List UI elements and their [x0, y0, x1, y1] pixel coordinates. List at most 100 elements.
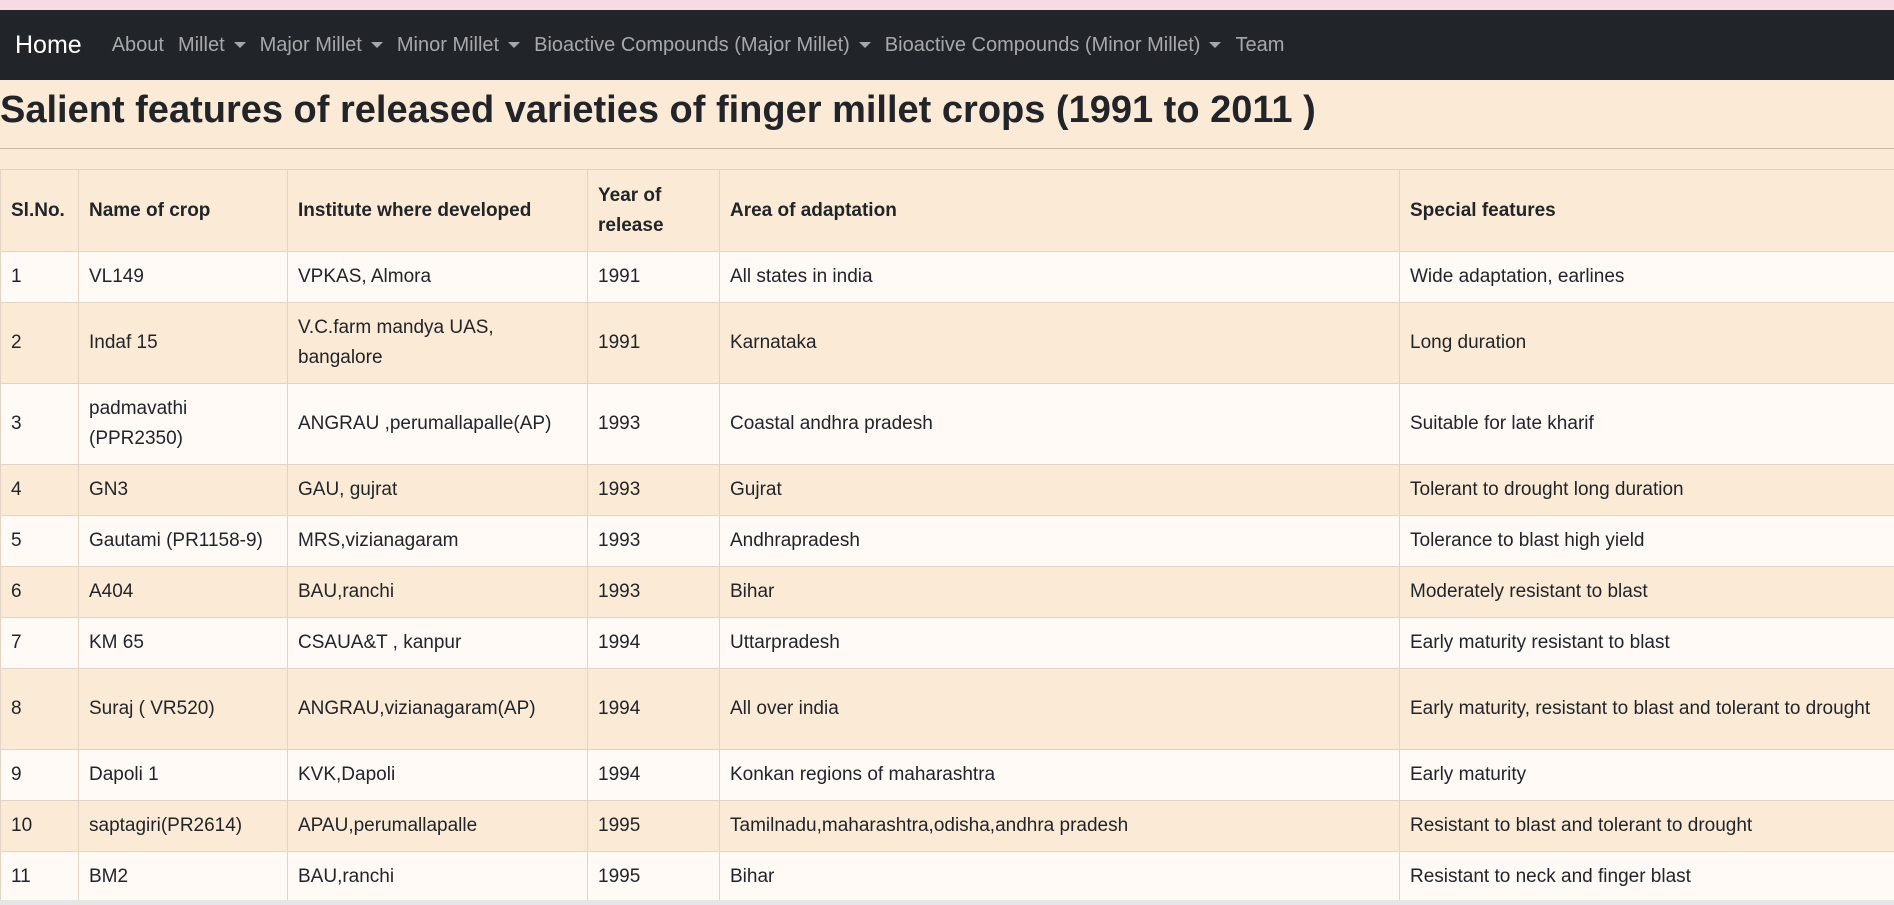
nav-item-label: Millet [177, 33, 225, 56]
cell-sl-no: 4 [0, 464, 79, 516]
nav-item-millet[interactable]: Millet [178, 34, 246, 57]
cell-area: Andhrapradesh [719, 515, 1400, 567]
cell-institute: ANGRAU ,perumallapalle(AP) [287, 383, 588, 465]
cell-institute: BAU,ranchi [287, 851, 588, 903]
cell-sl-no: 1 [0, 251, 79, 303]
cell-features: Resistant to blast and tolerant to droug… [1399, 800, 1894, 852]
nav-item-label: Major Millet [259, 33, 362, 56]
cell-institute: CSAUA&T , kanpur [287, 617, 588, 669]
table-header-row: Sl.No. Name of crop Institute where deve… [0, 169, 1894, 252]
nav-brand-home[interactable]: Home [15, 30, 82, 59]
header-year: Year of release [587, 169, 720, 252]
cell-institute: VPKAS, Almora [287, 251, 588, 303]
cell-sl-no: 7 [0, 617, 79, 669]
table-row: 3 padmavathi (PPR2350) ANGRAU ,perumallapa… [0, 383, 1894, 465]
caret-down-icon [370, 42, 383, 48]
caret-down-icon [233, 42, 246, 48]
nav-item-label: Minor Millet [396, 33, 500, 56]
cell-crop-name: padmavathi (PPR2350) [78, 383, 288, 465]
cell-sl-no: 5 [0, 515, 79, 567]
cell-year: 1994 [587, 668, 720, 750]
cell-area: Bihar [719, 851, 1400, 903]
table-row: 8 Suraj ( VR520) ANGRAU,vizianagaram(AP) 19… [0, 668, 1894, 750]
cell-features: Early maturity, resistant to blast and t… [1399, 668, 1894, 750]
page-title: Salient features of released varieties o… [0, 89, 1316, 131]
cell-features: Long duration [1399, 302, 1894, 384]
cell-year: 1993 [587, 566, 720, 618]
nav-item-bioactive-minor[interactable]: Bioactive Compounds (Minor Millet) [885, 34, 1222, 57]
cell-area: Konkan regions of maharashtra [719, 749, 1400, 801]
cell-crop-name: saptagiri(PR2614) [78, 800, 288, 852]
cell-area: Coastal andhra pradesh [719, 383, 1400, 465]
nav-item-about[interactable]: About [112, 34, 164, 57]
cell-area: All states in india [719, 251, 1400, 303]
cell-crop-name: BM2 [78, 851, 288, 903]
table-row: 9 Dapoli 1 KVK,Dapoli 1994 Konkan regions of… [0, 749, 1894, 801]
table-row: 11 BM2 BAU,ranchi 1995 Bihar Resistant to nec… [0, 851, 1894, 903]
cell-area: Karnataka [719, 302, 1400, 384]
header-features: Special features [1399, 169, 1894, 252]
cell-institute: BAU,ranchi [287, 566, 588, 618]
table-row: 2 Indaf 15 V.C.farm mandya UAS, bangalore 1… [0, 302, 1894, 384]
cell-crop-name: VL149 [78, 251, 288, 303]
nav-item-label: Team [1235, 33, 1285, 56]
cell-features: Wide adaptation, earlines [1399, 251, 1894, 303]
cell-area: All over india [719, 668, 1400, 750]
nav-item-label: About [111, 33, 164, 56]
cell-sl-no: 11 [0, 851, 79, 903]
cell-institute: V.C.farm mandya UAS, bangalore [287, 302, 588, 384]
table-row: 6 A404 BAU,ranchi 1993 Bihar Moderately resis… [0, 566, 1894, 618]
header-institute: Institute where developed [287, 169, 588, 252]
header-name-of-crop: Name of crop [78, 169, 288, 252]
cell-sl-no: 6 [0, 566, 79, 618]
cell-institute: APAU,perumallapalle [287, 800, 588, 852]
nav-item-bioactive-major[interactable]: Bioactive Compounds (Major Millet) [534, 34, 871, 57]
divider [0, 148, 1894, 149]
cell-area: Tamilnadu,maharashtra,odisha,andhra prad… [719, 800, 1400, 852]
cell-features: Resistant to neck and finger blast [1399, 851, 1894, 903]
cell-year: 1991 [587, 302, 720, 384]
table-body: 1 VL149 VPKAS, Almora 1991 All states in ind… [0, 251, 1894, 903]
caret-down-icon [508, 42, 521, 48]
cell-features: Suitable for late kharif [1399, 383, 1894, 465]
table-row: 4 GN3 GAU, gujrat 1993 Gujrat Tolerant to dro… [0, 464, 1894, 516]
nav-item-minor-millet[interactable]: Minor Millet [396, 33, 521, 57]
cell-year: 1995 [587, 800, 720, 852]
cell-crop-name: KM 65 [78, 617, 288, 669]
nav-item-major-millet[interactable]: Major Millet [260, 34, 383, 57]
cell-institute: KVK,Dapoli [287, 749, 588, 801]
cell-institute: MRS,vizianagaram [287, 515, 588, 567]
table-row: 1 VL149 VPKAS, Almora 1991 All states in ind… [0, 251, 1894, 303]
bottom-edge [0, 900, 1894, 905]
cell-year: 1993 [587, 515, 720, 567]
cell-area: Uttarpradesh [719, 617, 1400, 669]
nav-item-label: Bioactive Compounds (Minor Millet) [884, 33, 1201, 56]
table-row: 7 KM 65 CSAUA&T , kanpur 1994 Uttarpradesh Ea… [0, 617, 1894, 669]
cell-features: Tolerant to drought long duration [1399, 464, 1894, 516]
cell-features: Moderately resistant to blast [1399, 566, 1894, 618]
caret-down-icon [858, 42, 871, 48]
nav-item-label: Bioactive Compounds (Major Millet) [534, 33, 850, 56]
cell-area: Bihar [719, 566, 1400, 618]
table-row: 10 saptagiri(PR2614) APAU,perumallapalle 19… [0, 800, 1894, 852]
nav-item-team[interactable]: Team [1235, 34, 1284, 57]
cell-year: 1995 [587, 851, 720, 903]
cell-year: 1994 [587, 617, 720, 669]
cell-institute: ANGRAU,vizianagaram(AP) [287, 668, 588, 750]
table-row: 5 Gautami (PR1158-9) MRS,vizianagaram 1993 A… [0, 515, 1894, 567]
cell-crop-name: GN3 [78, 464, 288, 516]
cell-institute: GAU, gujrat [287, 464, 588, 516]
cell-features: Tolerance to blast high yield [1399, 515, 1894, 567]
cell-year: 1993 [587, 383, 720, 465]
caret-down-icon [1209, 42, 1222, 48]
cell-sl-no: 3 [0, 383, 79, 465]
top-strip [0, 0, 1894, 10]
cell-crop-name: A404 [78, 566, 288, 618]
cell-features: Early maturity [1399, 749, 1894, 801]
cell-sl-no: 10 [0, 800, 79, 852]
cell-sl-no: 9 [0, 749, 79, 801]
cell-sl-no: 2 [0, 302, 79, 384]
navbar: Home About Millet Major Millet Minor Mil… [0, 10, 1894, 80]
cell-features: Early maturity resistant to blast [1399, 617, 1894, 669]
cell-crop-name: Indaf 15 [78, 302, 288, 384]
